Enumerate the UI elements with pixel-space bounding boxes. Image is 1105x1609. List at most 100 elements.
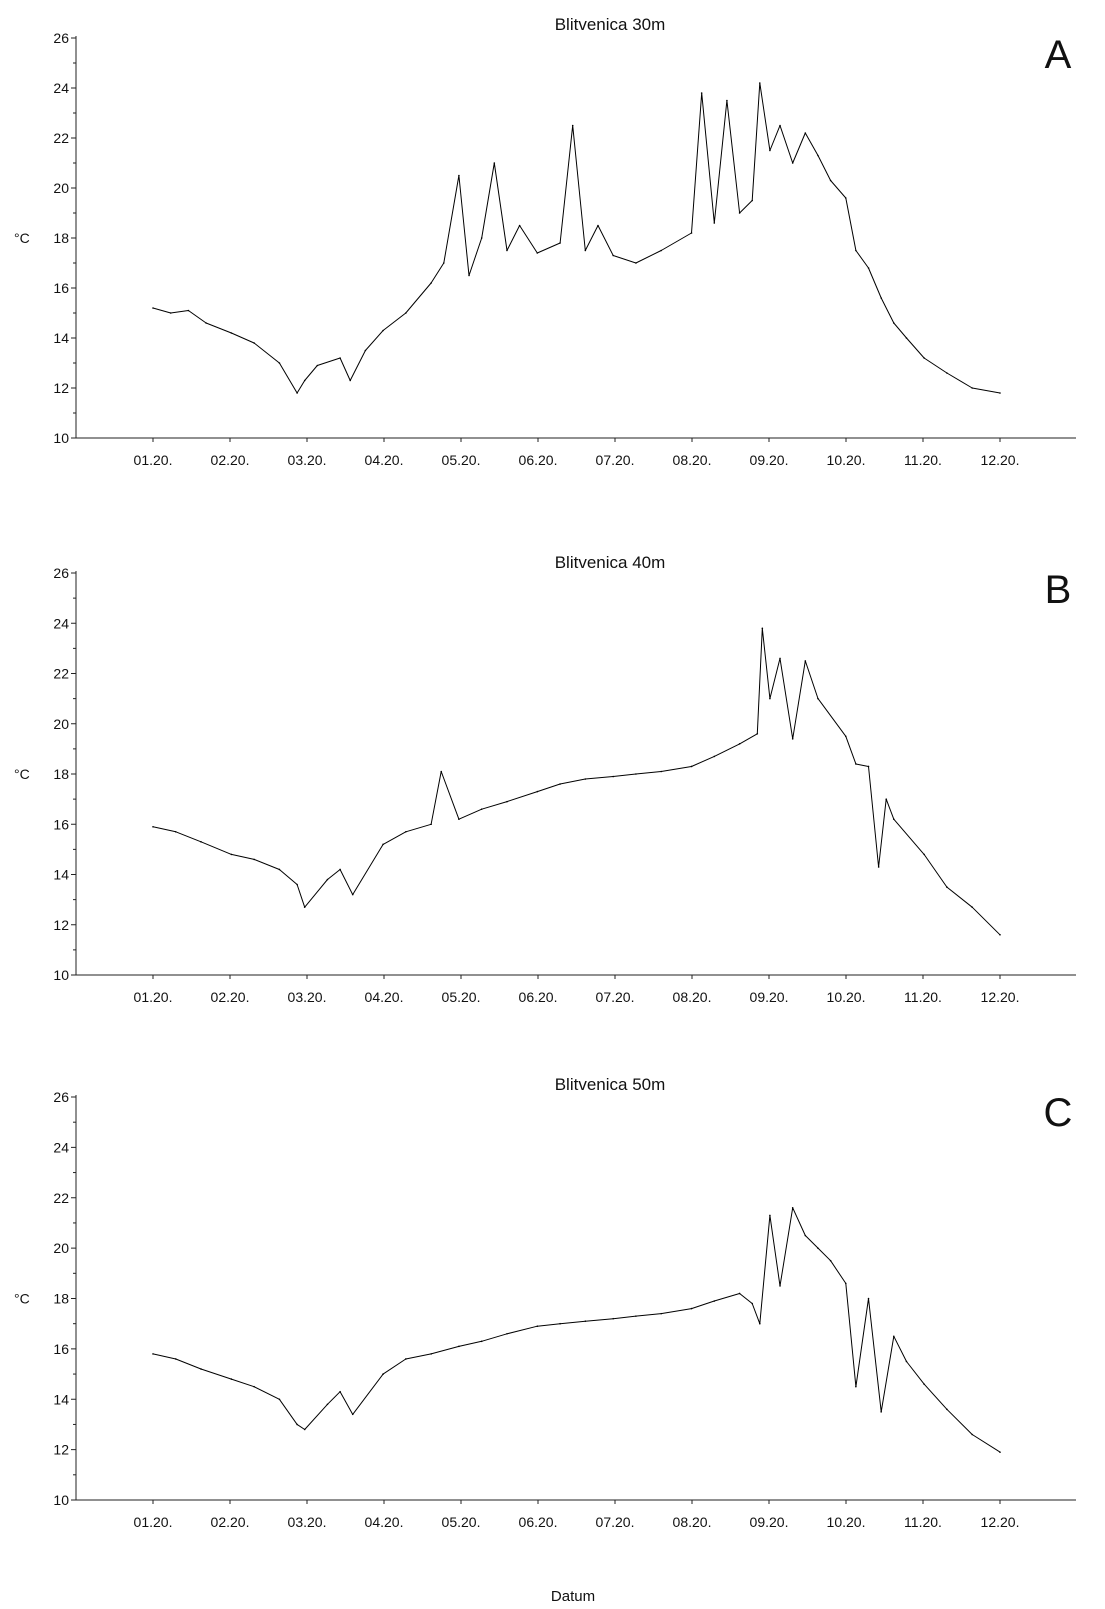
data-point (612, 775, 614, 778)
y-tick-label: 14 (53, 867, 69, 883)
data-point (971, 1433, 973, 1436)
y-tick-label: 18 (53, 1291, 69, 1307)
x-tick-label: 08.20. (673, 1514, 712, 1530)
x-tick-label: 10.20. (827, 989, 866, 1005)
x-tick-label: 01.20. (134, 452, 173, 468)
data-point (946, 372, 948, 374)
data-point (278, 362, 281, 364)
data-point (877, 866, 880, 868)
data-point (660, 1312, 662, 1315)
data-point (713, 755, 716, 758)
x-tick-label: 07.20. (596, 989, 635, 1005)
data-point (536, 790, 539, 793)
y-tick-label: 24 (53, 80, 69, 96)
x-tick-label: 02.20. (211, 1514, 250, 1530)
data-point (296, 1423, 298, 1426)
y-tick-label: 12 (53, 1442, 69, 1458)
data-point (518, 224, 521, 227)
data-point (893, 1335, 895, 1338)
data-point (278, 868, 281, 871)
data-point (893, 322, 895, 324)
data-point (761, 627, 764, 630)
y-tick-label: 22 (53, 666, 69, 682)
y-tick-label: 12 (53, 380, 69, 396)
x-axis-label: Datum (551, 1588, 595, 1605)
data-point (791, 1207, 794, 1209)
temperature-series-line (152, 1207, 1001, 1453)
data-point (713, 1300, 716, 1302)
data-point (844, 197, 847, 199)
data-point (923, 357, 925, 359)
y-tick-label: 22 (53, 130, 69, 146)
data-point (946, 886, 948, 888)
data-point (804, 132, 807, 134)
x-tick-label: 08.20. (673, 452, 712, 468)
x-tick-label: 09.20. (750, 989, 789, 1005)
data-point (690, 1307, 693, 1310)
x-tick-label: 09.20. (750, 1514, 789, 1530)
data-point (971, 906, 973, 908)
x-tick-label: 12.20. (981, 452, 1020, 468)
x-tick-label: 05.20. (442, 1514, 481, 1530)
x-tick-label: 02.20. (211, 452, 250, 468)
x-tick-label: 03.20. (288, 452, 327, 468)
x-tick-label: 12.20. (981, 989, 1020, 1005)
x-tick-label: 10.20. (827, 452, 866, 468)
data-point (635, 1315, 637, 1317)
data-point (253, 858, 255, 861)
data-point (339, 868, 341, 871)
x-tick-label: 10.20. (827, 1514, 866, 1530)
data-point (364, 349, 367, 352)
data-point (855, 1385, 857, 1388)
chart-panel-b: Blitvenica 40m B 10 12 14 16 18 20 22 24 26 °C 01.20… (14, 553, 1076, 1005)
y-tick-label: 10 (53, 1492, 69, 1508)
data-point (700, 92, 703, 94)
data-point (738, 743, 741, 745)
data-point (751, 199, 754, 202)
data-point (779, 1285, 781, 1287)
data-point (829, 179, 832, 182)
chart-title-a: Blitvenica 30m (555, 15, 666, 34)
data-point (660, 249, 662, 252)
panel-label-c: C (1044, 1091, 1073, 1135)
x-tick-label: 09.20. (750, 452, 789, 468)
y-tick-label: 24 (53, 1139, 69, 1155)
data-point (817, 154, 819, 157)
data-point (169, 312, 172, 314)
x-tick-label: 12.20. (981, 1514, 1020, 1530)
data-point (326, 878, 329, 881)
y-tick-label: 14 (53, 1391, 69, 1407)
y-tick-label: 16 (53, 816, 69, 832)
data-point (880, 297, 882, 299)
x-tick-label: 06.20. (519, 452, 558, 468)
data-point (382, 1373, 384, 1375)
data-point (405, 830, 407, 833)
data-point (480, 1340, 483, 1343)
data-point (230, 853, 233, 856)
x-tick-label: 03.20. (288, 1514, 327, 1530)
x-tick-label: 11.20. (904, 1514, 942, 1530)
data-point (612, 254, 614, 257)
x-tick-label: 04.20. (365, 1514, 404, 1530)
y-tick-label: 26 (53, 1089, 69, 1105)
data-point (779, 657, 781, 660)
data-point (152, 1353, 154, 1355)
data-point (430, 282, 432, 284)
data-point (905, 1360, 908, 1363)
data-point (690, 232, 693, 234)
data-point (923, 1383, 925, 1385)
data-point (584, 249, 587, 252)
chart-panel-c: Blitvenica 50m C 10 12 14 16 18 20 22 24 26 °C 01.20… (14, 1075, 1076, 1530)
data-point (303, 1428, 306, 1431)
data-point (430, 823, 432, 826)
data-point (829, 1259, 832, 1262)
y-tick-label: 18 (53, 766, 69, 782)
x-tick-label: 06.20. (519, 1514, 558, 1530)
x-tick-label: 01.20. (134, 1514, 173, 1530)
data-point (817, 697, 819, 700)
y-tick-label: 20 (53, 716, 69, 732)
y-tick-label: 16 (53, 280, 69, 296)
y-axis-label: °C (14, 230, 30, 246)
y-tick-label: 22 (53, 1190, 69, 1206)
